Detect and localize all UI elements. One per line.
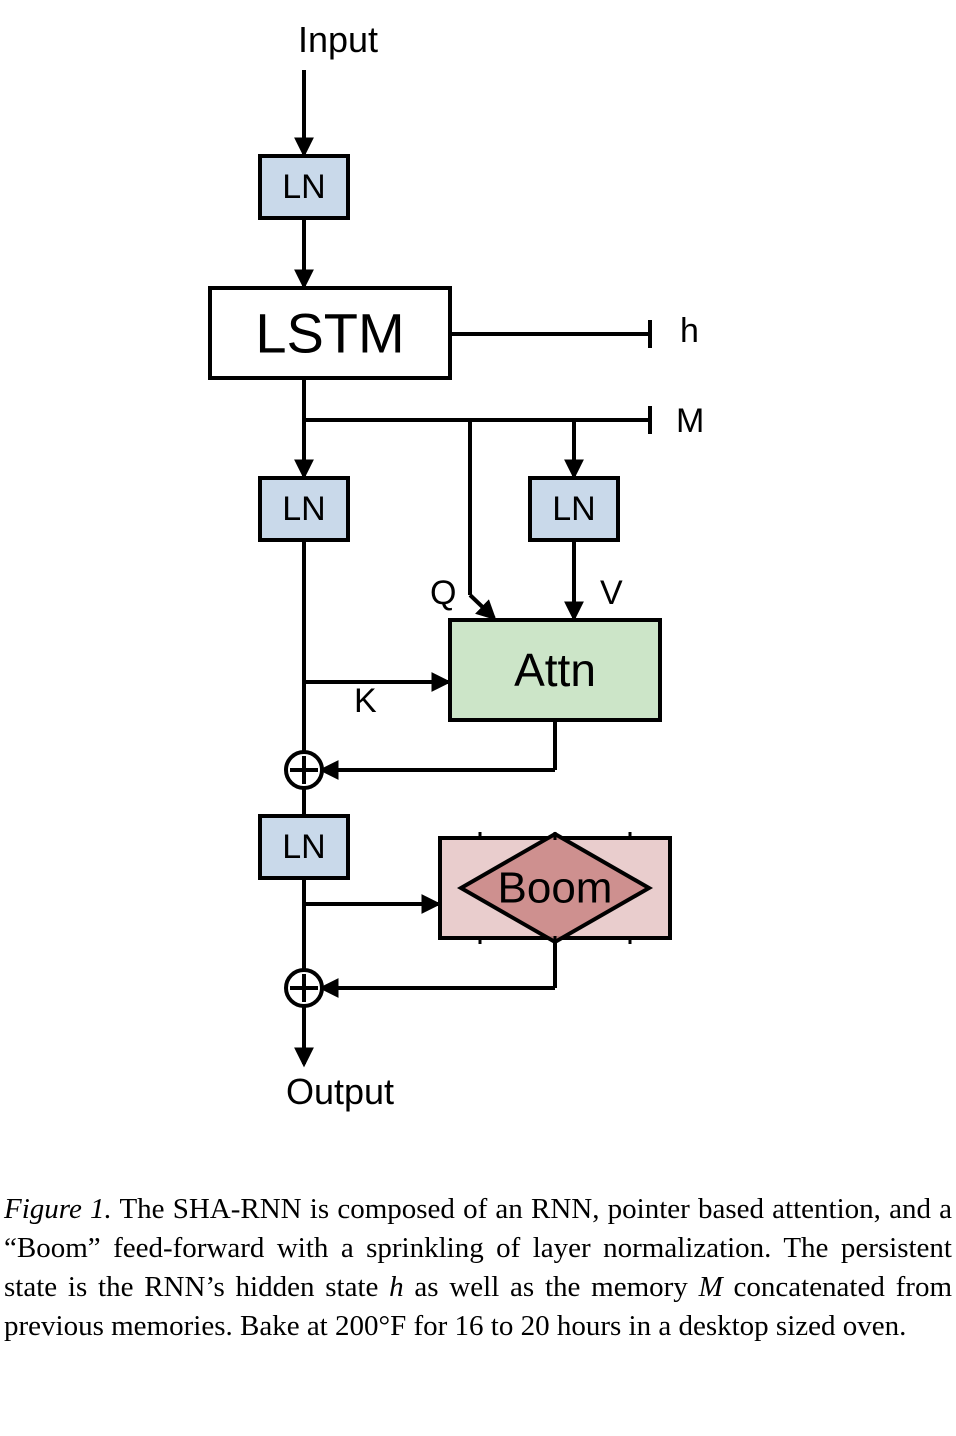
svg-text:Boom: Boom xyxy=(498,864,613,913)
sha-rnn-diagram: LN LSTM LN LN Attn LN Boom Input Output h M Q V K xyxy=(0,0,956,1180)
svg-text:LN: LN xyxy=(282,828,325,866)
lstm-box: LSTM xyxy=(210,288,450,378)
figure-caption: Figure 1. The SHA-RNN is composed of an … xyxy=(0,1190,956,1347)
sum-circle-1 xyxy=(286,752,322,788)
Q-label: Q xyxy=(430,574,456,612)
M-label: M xyxy=(676,402,704,440)
figure-label: Figure 1. xyxy=(4,1193,112,1225)
ln-box-4: LN xyxy=(260,816,348,878)
h-label: h xyxy=(680,312,699,350)
svg-text:Attn: Attn xyxy=(514,644,596,696)
svg-text:LN: LN xyxy=(282,168,325,206)
svg-text:LN: LN xyxy=(552,490,595,528)
input-label: Input xyxy=(298,19,378,60)
ln-box-3: LN xyxy=(530,478,618,540)
V-label: V xyxy=(600,574,623,612)
ln-box-2: LN xyxy=(260,478,348,540)
K-label: K xyxy=(354,682,377,720)
caption-var-M: M xyxy=(699,1271,723,1303)
output-label: Output xyxy=(286,1071,394,1112)
svg-text:LN: LN xyxy=(282,490,325,528)
caption-text-2: as well as the memory xyxy=(404,1271,699,1303)
attn-box: Attn xyxy=(450,620,660,720)
boom-box: Boom xyxy=(440,832,670,944)
sum-circle-2 xyxy=(286,970,322,1006)
edge-q_into_attn xyxy=(470,595,494,618)
svg-text:LSTM: LSTM xyxy=(255,302,404,365)
caption-var-h: h xyxy=(389,1271,404,1303)
ln-box-1: LN xyxy=(260,156,348,218)
